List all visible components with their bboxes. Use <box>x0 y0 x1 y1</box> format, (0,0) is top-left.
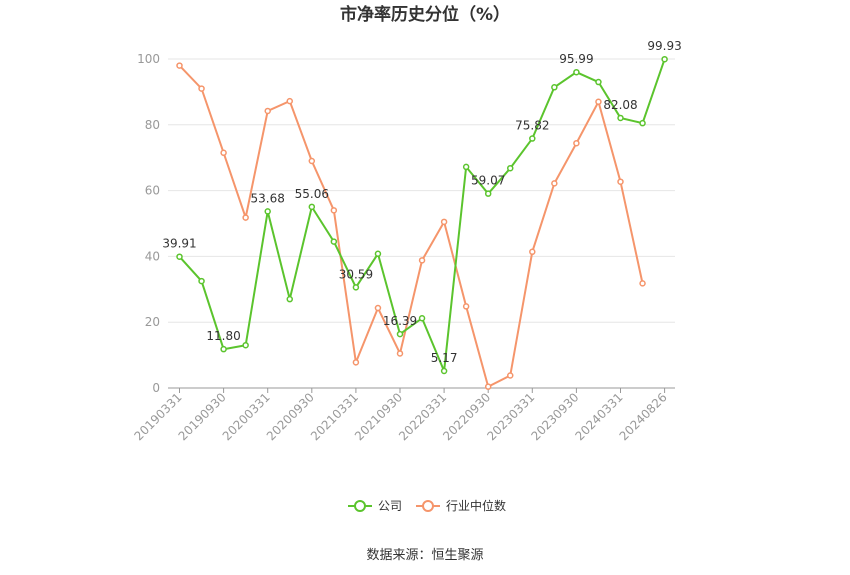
y-tick-label: 80 <box>145 118 160 132</box>
y-tick-label: 60 <box>145 184 160 198</box>
data-label: 11.80 <box>206 329 240 343</box>
data-point[interactable] <box>286 295 293 303</box>
data-point[interactable] <box>264 107 271 115</box>
data-point[interactable] <box>330 238 338 245</box>
data-point[interactable] <box>308 157 316 165</box>
legend-label: 公司 <box>378 499 402 513</box>
data-point[interactable] <box>264 208 271 215</box>
data-point[interactable] <box>661 55 668 63</box>
y-axis: 0 20 40 60 80 100 <box>137 52 160 395</box>
legend-label: 行业中位数 <box>446 498 506 513</box>
data-point[interactable] <box>330 207 338 214</box>
x-axis: 2019033120190930202003312020093020210331… <box>132 387 675 443</box>
series-line-company <box>178 58 666 372</box>
grid-lines <box>168 58 675 323</box>
data-label: 55.06 <box>295 187 329 201</box>
data-point[interactable] <box>242 341 249 349</box>
data-point[interactable] <box>374 250 382 258</box>
y-tick-label: 40 <box>145 249 160 263</box>
y-tick-label: 0 <box>152 381 160 395</box>
data-label: 30.59 <box>339 267 373 281</box>
data-point[interactable] <box>220 149 227 157</box>
data-point[interactable] <box>396 330 404 338</box>
data-point[interactable] <box>507 372 514 379</box>
data-label: 95.99 <box>559 52 593 66</box>
data-point[interactable] <box>595 78 602 86</box>
data-point[interactable] <box>396 350 404 357</box>
data-label: 53.68 <box>251 191 285 205</box>
data-point[interactable] <box>352 284 360 291</box>
data-label: 5.17 <box>431 351 458 365</box>
data-point[interactable] <box>418 257 426 264</box>
data-point[interactable] <box>374 304 382 312</box>
x-tick-label: 20240826 <box>617 390 670 443</box>
data-point[interactable] <box>462 163 470 171</box>
data-point[interactable] <box>176 253 183 260</box>
data-point[interactable] <box>440 218 448 226</box>
data-point[interactable] <box>639 280 646 287</box>
legend-item-company[interactable]: 公司 <box>348 499 402 513</box>
data-point[interactable] <box>617 114 624 122</box>
series-line-industry-median <box>178 64 644 389</box>
data-label: 16.39 <box>383 314 417 328</box>
data-point[interactable] <box>198 85 205 92</box>
data-point[interactable] <box>529 248 536 256</box>
legend[interactable]: 公司 行业中位数 <box>348 498 506 513</box>
data-labels: 39.91 11.80 53.68 55.06 30.59 16.39 5.17 59.07 7… <box>162 39 681 365</box>
data-point[interactable] <box>529 135 536 142</box>
data-point[interactable] <box>308 203 316 211</box>
data-point[interactable] <box>286 97 293 105</box>
y-tick-label: 100 <box>137 52 160 66</box>
legend-item-industry-median[interactable]: 行业中位数 <box>416 498 506 513</box>
y-tick-label: 20 <box>145 315 160 329</box>
data-point[interactable] <box>198 277 205 285</box>
data-label: 75.82 <box>515 119 549 133</box>
data-point[interactable] <box>551 84 558 91</box>
data-point[interactable] <box>617 178 624 185</box>
data-label: 39.91 <box>162 237 196 251</box>
data-label: 59.07 <box>471 174 505 188</box>
data-point[interactable] <box>639 119 646 127</box>
data-point[interactable] <box>176 62 183 69</box>
data-label: 82.08 <box>603 98 637 112</box>
series-layer <box>176 55 668 390</box>
data-point[interactable] <box>573 68 580 76</box>
data-point[interactable] <box>551 180 558 187</box>
data-point[interactable] <box>418 315 426 322</box>
data-point[interactable] <box>440 367 448 375</box>
data-point[interactable] <box>242 214 249 221</box>
legend-marker-icon <box>354 500 366 512</box>
legend-marker-icon <box>422 500 434 512</box>
data-point[interactable] <box>484 190 492 197</box>
data-point[interactable] <box>484 383 492 390</box>
data-point[interactable] <box>573 139 580 147</box>
data-point[interactable] <box>595 98 602 106</box>
chart-title: 市净率历史分位（%） <box>340 4 510 25</box>
data-point[interactable] <box>462 303 470 310</box>
data-point[interactable] <box>507 164 514 172</box>
data-point[interactable] <box>352 359 360 366</box>
data-point[interactable] <box>220 345 227 353</box>
source-note: 数据来源：恒生聚源 <box>366 548 483 563</box>
data-label: 99.93 <box>647 39 681 53</box>
